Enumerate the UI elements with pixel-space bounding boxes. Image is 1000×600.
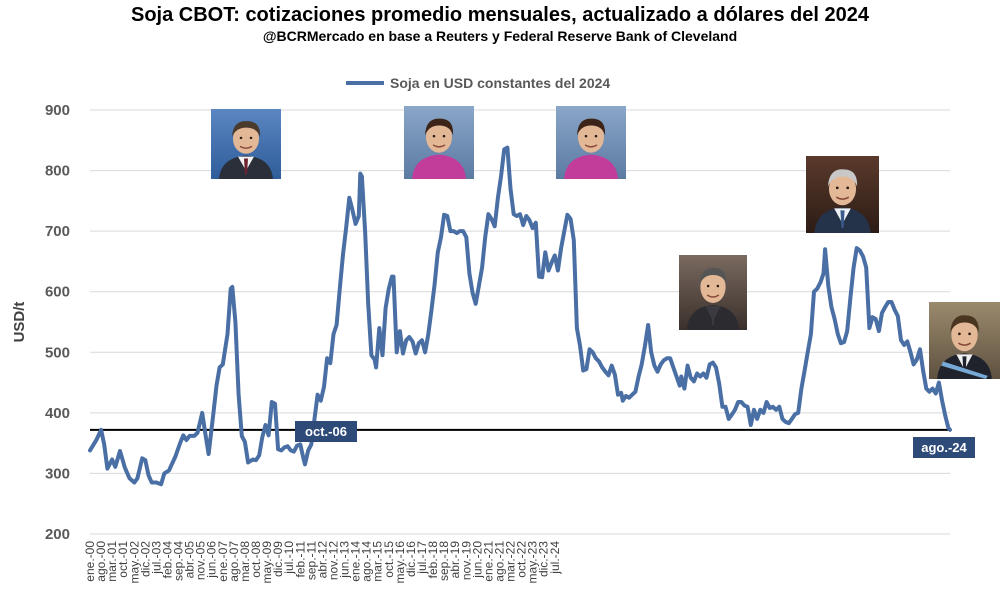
x-tick-label: may.-16	[393, 541, 407, 584]
cfk-photo-2012	[556, 106, 626, 179]
x-tick-label: oct.-08	[249, 541, 263, 578]
y-tick-label: 200	[45, 526, 70, 543]
cfk-photo-2008	[404, 106, 474, 179]
x-tick-label: ago.-07	[227, 541, 241, 582]
y-tick-label: 400	[45, 405, 70, 422]
milei-photo-art	[929, 302, 1000, 379]
x-tick-label: feb.-18	[426, 541, 440, 579]
x-tick-label: mar.-15	[371, 541, 385, 582]
x-tick-label: sep.-04	[172, 541, 186, 581]
y-tick-label: 900	[45, 102, 70, 119]
fernandez-photo	[806, 156, 879, 233]
x-tick-label: jul.-24	[548, 541, 562, 575]
x-tick-label: oct.-15	[382, 541, 396, 578]
x-tick-label: sep.-18	[437, 541, 451, 581]
x-tick-label: oct.-22	[515, 541, 529, 578]
x-tick-label: feb.-04	[160, 541, 174, 579]
x-tick-label: jun.-06	[205, 541, 219, 579]
kirchner-nestor-photo-art	[211, 109, 281, 179]
y-tick-label: 500	[45, 344, 70, 361]
soja-series-line	[88, 145, 952, 487]
x-tick-label: nov.-05	[194, 541, 208, 580]
x-tick-label: ago.-14	[360, 541, 374, 582]
x-tick-label: dic.-23	[537, 541, 551, 577]
x-tick-label: jun.-20	[470, 541, 484, 579]
chart-title: Soja CBOT: cotizaciones promedio mensual…	[130, 4, 870, 26]
x-tick-label: ene.-21	[481, 541, 495, 582]
chart-subtitle: @BCRMercado en base a Reuters y Federal …	[262, 28, 738, 44]
macri-photo-art	[679, 255, 747, 330]
macri-photo	[679, 255, 747, 330]
cfk-photo-2012-art	[556, 106, 626, 179]
x-tick-label: jul.-03	[149, 541, 163, 575]
x-tick-label: ago.-21	[492, 541, 506, 582]
fernandez-photo-art	[806, 156, 879, 233]
x-tick-label: mar.-22	[504, 541, 518, 582]
reference-end-label: ago.-24	[921, 440, 967, 455]
x-tick-label: ene.-00	[83, 541, 97, 582]
x-tick-label: ago.-00	[94, 541, 108, 582]
x-tick-label: feb.-11	[293, 541, 307, 578]
reference-start-label: oct.-06	[305, 424, 347, 439]
x-tick-label: may.-02	[127, 541, 141, 584]
y-axis-label: USD/t	[11, 302, 28, 343]
reference-end-label-box	[913, 437, 975, 458]
x-tick-label: jul.-10	[282, 541, 296, 575]
y-tick-label: 600	[45, 284, 70, 301]
x-tick-label: may.-09	[260, 541, 274, 584]
x-tick-label: ene.-14	[349, 541, 363, 582]
legend: Soja en USD constantes del 2024	[346, 73, 610, 93]
x-tick-label: abr.-12	[315, 541, 329, 579]
legend-label: Soja en USD constantes del 2024	[390, 75, 611, 91]
x-tick-label: nov.-12	[326, 541, 340, 580]
x-tick-label: sep.-11	[304, 541, 318, 580]
x-tick-label: dic.-16	[404, 541, 418, 577]
milei-photo	[929, 302, 1000, 379]
x-tick-label: ene.-07	[216, 541, 230, 582]
y-tick-label: 700	[45, 223, 70, 240]
x-tick-label: abr.-19	[448, 541, 462, 579]
y-tick-label: 300	[45, 465, 70, 482]
reference-start-label-box	[295, 421, 357, 442]
x-tick-label: abr.-05	[183, 541, 197, 579]
cfk-photo-2008-art	[404, 106, 474, 179]
x-tick-label: dic.-09	[271, 541, 285, 577]
x-tick-label: jul.-17	[415, 541, 429, 575]
x-tick-label: nov.-19	[459, 541, 473, 580]
x-tick-label: dic.-02	[138, 541, 152, 577]
x-tick-label: mar.-01	[105, 541, 119, 582]
x-tick-label: mar.-08	[238, 541, 252, 582]
legend-swatch	[346, 81, 384, 85]
x-tick-label: may.-23	[526, 541, 540, 584]
x-tick-label: oct.-01	[116, 541, 130, 578]
y-tick-label: 800	[45, 163, 70, 180]
kirchner-nestor-photo	[211, 109, 281, 179]
x-tick-label: jun.-13	[338, 541, 352, 579]
